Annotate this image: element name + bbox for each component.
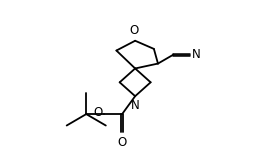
Text: N: N (192, 48, 201, 61)
Text: O: O (93, 106, 102, 119)
Text: O: O (118, 136, 127, 149)
Text: N: N (131, 99, 139, 112)
Text: O: O (130, 24, 139, 37)
